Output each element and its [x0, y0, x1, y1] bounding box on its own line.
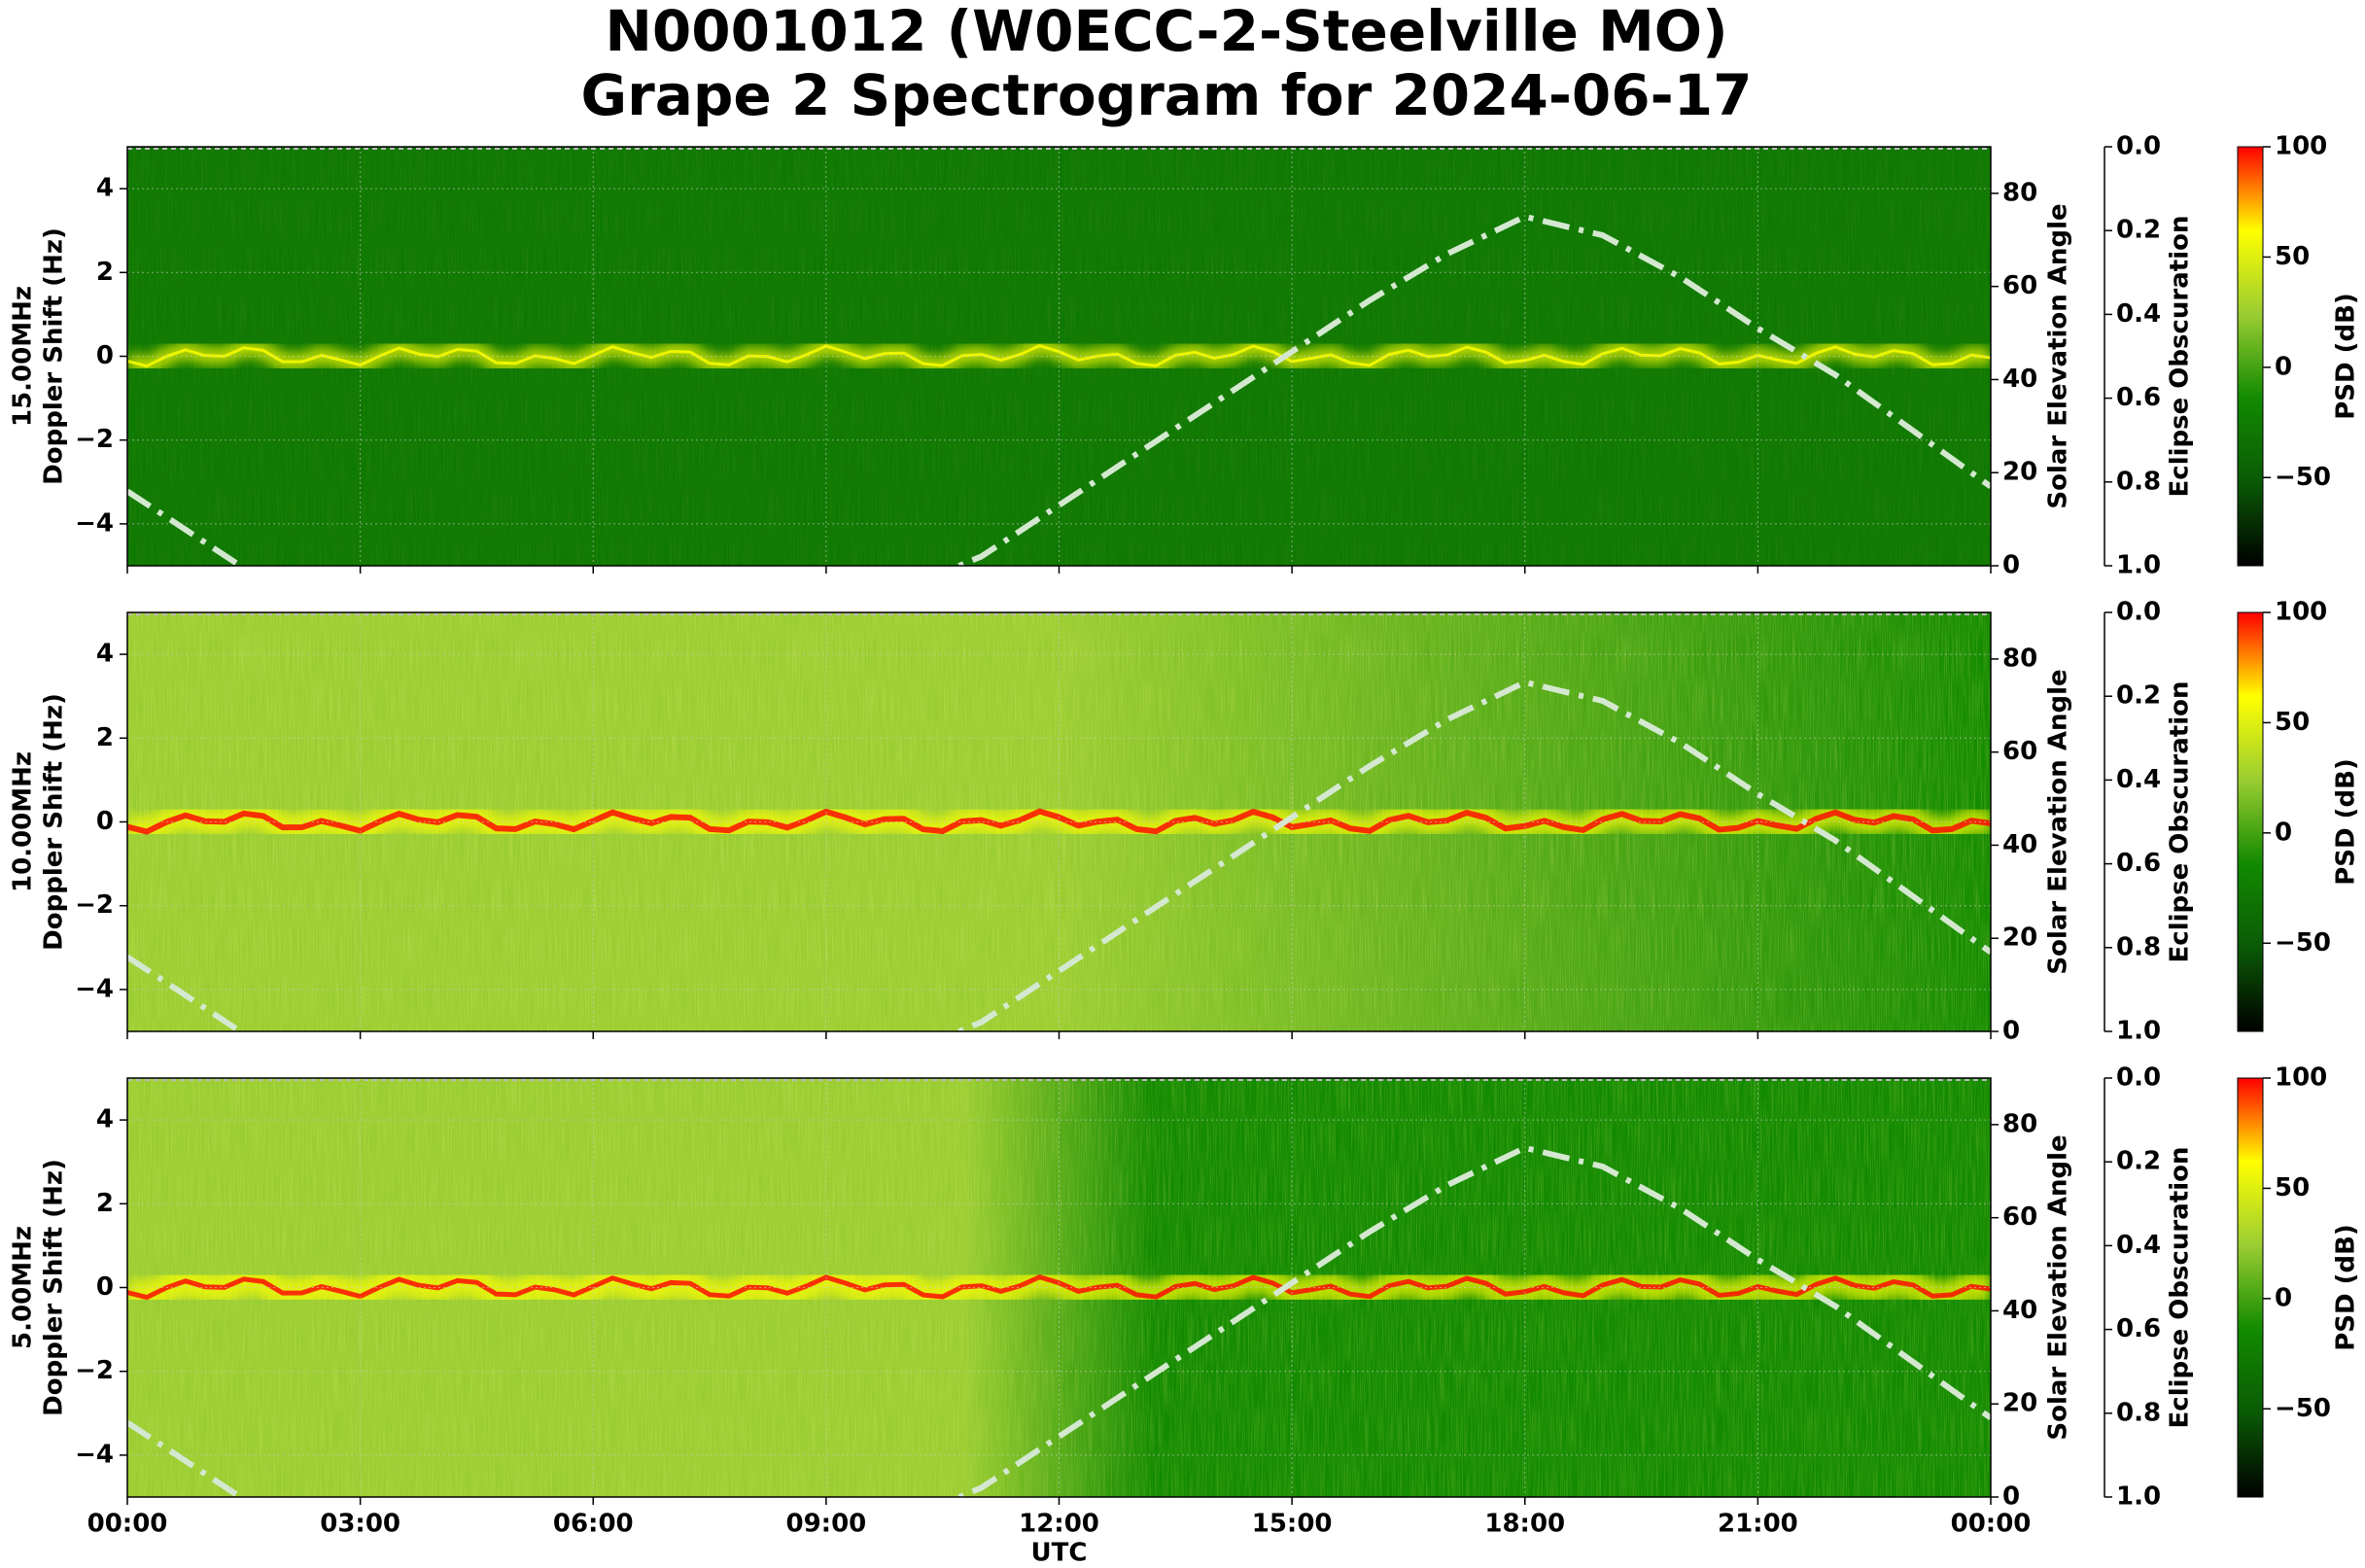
y3-tick-label: 0.8 — [2116, 1398, 2161, 1427]
y-axis-label: Doppler Shift (Hz) — [40, 227, 69, 485]
y-axis-label: Doppler Shift (Hz) — [40, 693, 69, 951]
y2-tick-label: 40 — [2002, 830, 2037, 859]
y3-tick-label: 0.0 — [2116, 132, 2161, 161]
colorbar — [2237, 1077, 2264, 1498]
colorbar-tick-label: −50 — [2275, 1394, 2331, 1423]
y2-tick-label: 0 — [2002, 1017, 2020, 1046]
x-tick-label: 18:00 — [1484, 1510, 1565, 1539]
chart-subtitle: Grape 2 Spectrogram for 2024-06-17 — [581, 62, 1753, 128]
y2-axis-label: Solar Elevation Angle — [2044, 669, 2073, 974]
chart-title: N0001012 (W0ECC-2-Steelville MO) — [605, 0, 1727, 64]
y3-tick-label: 0.4 — [2116, 299, 2161, 329]
x-tick-label: 00:00 — [87, 1510, 168, 1539]
y2-tick-label: 60 — [2002, 271, 2037, 300]
colorbar-tick-label: −50 — [2275, 463, 2331, 492]
y3-tick-label: 0.2 — [2116, 216, 2161, 245]
x-tick-label: 09:00 — [785, 1510, 866, 1539]
y2-tick-label: 40 — [2002, 365, 2037, 394]
x-tick-label: 03:00 — [320, 1510, 400, 1539]
y3-tick-label: 0.6 — [2116, 849, 2161, 878]
y-axis-label: 10.00MHz — [9, 751, 38, 892]
x-tick-label: 21:00 — [1718, 1510, 1798, 1539]
y2-tick-label: 80 — [2002, 1109, 2037, 1138]
colorbar-tick-label: −50 — [2275, 928, 2331, 958]
y-tick-label: −2 — [75, 1356, 114, 1385]
colorbar-tick-label: 100 — [2275, 132, 2327, 161]
y-tick-label: 0 — [96, 1272, 114, 1302]
y-tick-label: 4 — [96, 1105, 114, 1134]
y-tick-label: 2 — [96, 723, 114, 752]
y-tick-label: 4 — [96, 640, 114, 669]
y-axis-label: 15.00MHz — [9, 286, 38, 427]
y2-tick-label: 80 — [2002, 644, 2037, 673]
y3-tick-label: 1.0 — [2116, 1017, 2161, 1046]
y-tick-label: −4 — [75, 974, 114, 1003]
colorbar-label: PSD (dB) — [2332, 758, 2361, 886]
y2-tick-label: 20 — [2002, 923, 2037, 953]
y2-tick-label: 0 — [2002, 551, 2020, 580]
y-tick-label: 2 — [96, 258, 114, 287]
x-axis-label: UTC — [1031, 1539, 1088, 1568]
y3-tick-label: 0.8 — [2116, 467, 2161, 496]
y-tick-label: 0 — [96, 807, 114, 836]
y3-tick-label: 0.8 — [2116, 932, 2161, 961]
x-tick-label: 15:00 — [1252, 1510, 1333, 1539]
y3-tick-label: 0.2 — [2116, 681, 2161, 711]
colorbar-tick-label: 0 — [2275, 818, 2292, 847]
colorbar-tick-label: 50 — [2275, 1173, 2310, 1202]
x-tick-label: 12:00 — [1019, 1510, 1099, 1539]
y3-tick-label: 0.4 — [2116, 1231, 2161, 1260]
y-axis-label: Doppler Shift (Hz) — [40, 1159, 69, 1416]
y2-tick-label: 80 — [2002, 178, 2037, 207]
x-tick-label: 00:00 — [1951, 1510, 2032, 1539]
y-tick-label: −4 — [75, 508, 114, 538]
y3-tick-label: 0.6 — [2116, 1314, 2161, 1343]
y2-axis-label: Solar Elevation Angle — [2044, 1134, 2073, 1440]
colorbar-tick-label: 50 — [2275, 242, 2310, 271]
y2-tick-label: 60 — [2002, 1202, 2037, 1232]
y2-tick-label: 20 — [2002, 1389, 2037, 1418]
y-tick-label: −2 — [75, 890, 114, 920]
colorbar-tick-label: 0 — [2275, 1283, 2292, 1312]
y3-tick-label: 1.0 — [2116, 1482, 2161, 1512]
colorbar-label: PSD (dB) — [2332, 1224, 2361, 1351]
y-tick-label: −2 — [75, 425, 114, 454]
x-tick-label: 06:00 — [553, 1510, 634, 1539]
y3-tick-label: 0.6 — [2116, 383, 2161, 412]
y3-tick-label: 0.2 — [2116, 1147, 2161, 1176]
y3-axis-label: Eclipse Obscuration — [2166, 681, 2195, 963]
colorbar-tick-label: 100 — [2275, 1063, 2327, 1093]
y-axis-label: 5.00MHz — [9, 1226, 38, 1349]
y2-axis-label: Solar Elevation Angle — [2044, 203, 2073, 508]
colorbar-tick-label: 0 — [2275, 352, 2292, 381]
y2-tick-label: 40 — [2002, 1296, 2037, 1325]
colorbar-tick-label: 50 — [2275, 708, 2310, 737]
y3-axis-label: Eclipse Obscuration — [2166, 216, 2195, 498]
colorbar-label: PSD (dB) — [2332, 293, 2361, 420]
y-tick-label: 4 — [96, 174, 114, 203]
colorbar-tick-label: 100 — [2275, 598, 2327, 627]
y3-tick-label: 0.4 — [2116, 765, 2161, 794]
y-tick-label: −4 — [75, 1440, 114, 1469]
y2-tick-label: 0 — [2002, 1482, 2020, 1512]
y2-tick-label: 20 — [2002, 458, 2037, 487]
y-tick-label: 2 — [96, 1189, 114, 1218]
y3-tick-label: 1.0 — [2116, 551, 2161, 580]
y2-tick-label: 60 — [2002, 737, 2037, 766]
colorbar — [2237, 611, 2264, 1032]
y3-axis-label: Eclipse Obscuration — [2166, 1147, 2195, 1429]
y3-tick-label: 0.0 — [2116, 598, 2161, 627]
y-tick-label: 0 — [96, 341, 114, 370]
y3-tick-label: 0.0 — [2116, 1063, 2161, 1093]
colorbar — [2237, 146, 2264, 567]
